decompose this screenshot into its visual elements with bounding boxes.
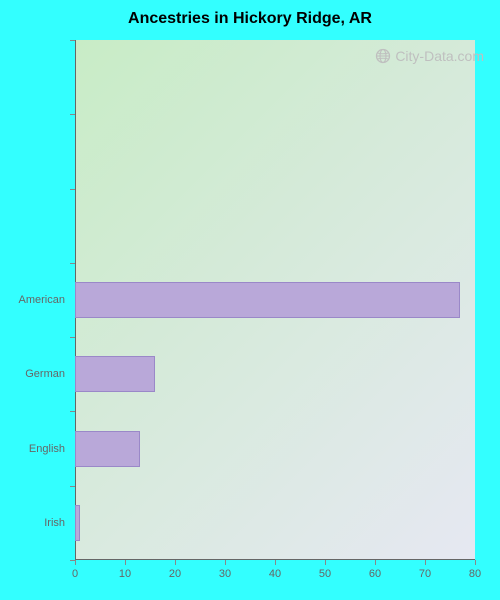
chart-title: Ancestries in Hickory Ridge, AR xyxy=(0,10,500,28)
y-tick xyxy=(70,560,75,561)
y-label-english: English xyxy=(0,443,65,455)
bar-american xyxy=(75,282,460,318)
x-tick-label: 0 xyxy=(72,568,78,580)
x-tick xyxy=(225,560,226,565)
x-tick-label: 50 xyxy=(319,568,331,580)
x-tick-label: 30 xyxy=(219,568,231,580)
x-tick-label: 60 xyxy=(369,568,381,580)
y-tick xyxy=(70,486,75,487)
x-tick xyxy=(425,560,426,565)
x-tick-label: 40 xyxy=(269,568,281,580)
x-tick xyxy=(475,560,476,565)
y-label-german: German xyxy=(0,368,65,380)
x-tick-label: 80 xyxy=(469,568,481,580)
x-tick xyxy=(325,560,326,565)
bar-irish xyxy=(75,505,80,541)
x-tick xyxy=(75,560,76,565)
y-tick xyxy=(70,40,75,41)
y-label-american: American xyxy=(0,294,65,306)
x-tick xyxy=(275,560,276,565)
y-label-irish: Irish xyxy=(0,517,65,529)
y-tick xyxy=(70,189,75,190)
bar-english xyxy=(75,431,140,467)
chart-stage: Ancestries in Hickory Ridge, AR City-Dat… xyxy=(0,0,500,600)
y-tick xyxy=(70,411,75,412)
x-tick xyxy=(125,560,126,565)
x-tick-label: 20 xyxy=(169,568,181,580)
x-tick xyxy=(375,560,376,565)
y-tick xyxy=(70,337,75,338)
x-tick-label: 70 xyxy=(419,568,431,580)
x-tick-label: 10 xyxy=(119,568,131,580)
bar-german xyxy=(75,356,155,392)
y-tick xyxy=(70,114,75,115)
plot-area xyxy=(75,40,475,560)
y-tick xyxy=(70,263,75,264)
x-tick xyxy=(175,560,176,565)
